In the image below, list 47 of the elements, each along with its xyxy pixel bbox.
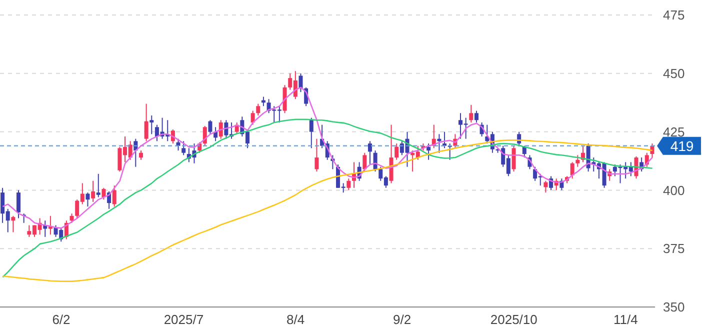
y-tick-label: 400 <box>663 182 685 198</box>
candlestick <box>102 187 106 200</box>
candlestick <box>208 120 212 135</box>
y-tick-label: 425 <box>663 124 685 140</box>
candlestick <box>144 103 148 142</box>
candlestick <box>512 145 516 172</box>
candlestick <box>150 114 154 135</box>
candlestick <box>70 213 74 224</box>
line-series <box>2 118 653 278</box>
candlestick <box>368 140 372 166</box>
y-tick-label: 375 <box>663 241 685 256</box>
candlestick <box>394 142 399 160</box>
candlestick <box>202 125 207 146</box>
candlestick <box>346 178 351 191</box>
x-tick-label: 2025/7 <box>164 312 204 328</box>
candlestick <box>96 173 100 198</box>
candlestick <box>576 154 580 168</box>
candlestick <box>256 103 260 116</box>
candlestick <box>522 145 526 158</box>
candlestick <box>309 117 314 149</box>
candlestick <box>112 185 116 208</box>
y-tick-label: 450 <box>663 66 685 82</box>
candlestick <box>16 190 21 219</box>
candlestick <box>138 150 143 160</box>
candlestick <box>298 72 303 93</box>
candlestick <box>314 138 319 172</box>
candlestick <box>218 120 223 140</box>
y-tick-label: 350 <box>663 300 685 315</box>
y-tick-label: 475 <box>663 8 685 23</box>
candlestick <box>469 104 474 123</box>
candlestick <box>544 180 548 194</box>
candlestick <box>282 84 287 114</box>
x-tick-label: 11/4 <box>614 312 638 328</box>
candlestick <box>570 162 574 180</box>
x-tick-label: 2025/10 <box>490 312 538 328</box>
candlestick <box>250 110 255 126</box>
candlestick <box>11 215 16 233</box>
candlestick <box>474 110 478 123</box>
x-tick-label: 6/2 <box>52 312 70 328</box>
candlestick <box>182 140 186 156</box>
ref-line-label: 419 <box>670 138 694 154</box>
x-tick-label: 8/4 <box>286 312 305 328</box>
candlestick <box>426 142 431 160</box>
candlestick <box>86 192 90 208</box>
x-tick-label: 9/2 <box>393 312 412 328</box>
candlestick <box>362 152 367 172</box>
candlestick <box>91 180 96 202</box>
